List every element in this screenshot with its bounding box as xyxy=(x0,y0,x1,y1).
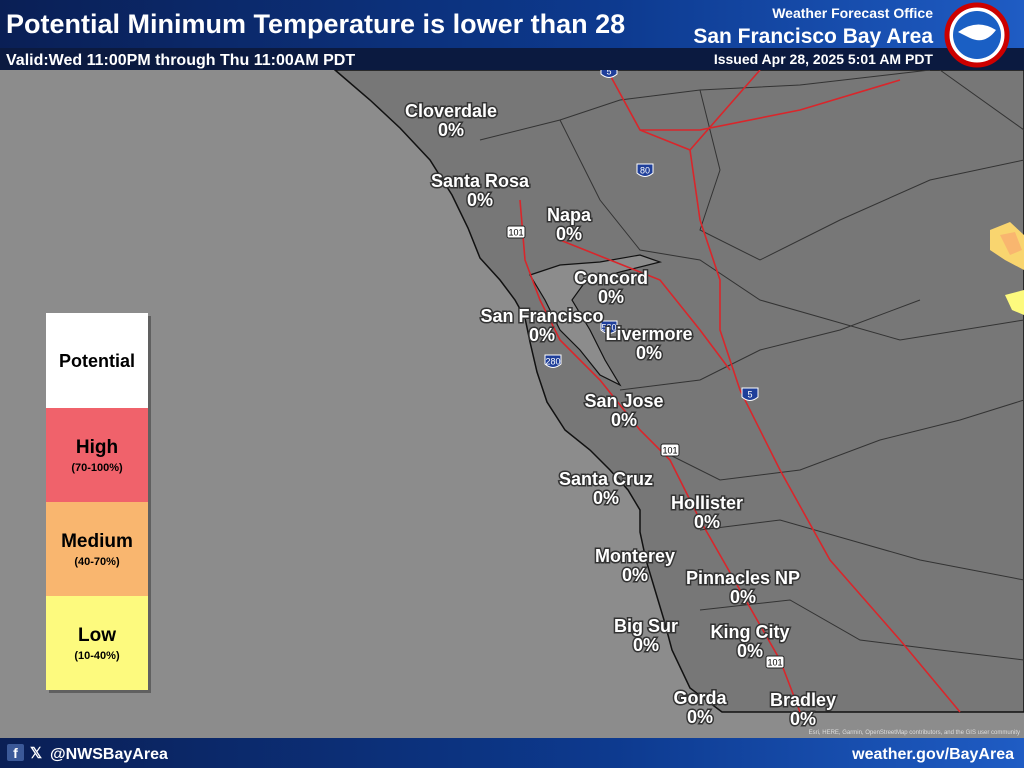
interstate-shield xyxy=(544,354,562,368)
bay xyxy=(529,254,663,387)
title: Potential Minimum Temperature is lower t… xyxy=(6,9,625,39)
highway-number: 101 xyxy=(767,657,782,667)
city-value: 0% xyxy=(556,224,582,244)
legend-range: (40-70%) xyxy=(74,556,120,568)
website[interactable]: weather.gov/BayArea xyxy=(851,746,1014,763)
highway-number: 101 xyxy=(662,445,677,455)
highway-number: 101 xyxy=(508,227,523,237)
city-name: Santa Cruz xyxy=(559,469,653,489)
city-name: Gorda xyxy=(673,688,727,708)
legend-label: Low xyxy=(78,625,116,646)
legend-label: High xyxy=(76,437,118,458)
legend-range: (10-40%) xyxy=(74,650,120,662)
city-name: Livermore xyxy=(605,324,692,344)
city-value: 0% xyxy=(598,287,624,307)
legend: Potential High (70-100%) Medium (40-70%) Low… xyxy=(46,313,151,693)
interstate-shield xyxy=(741,387,759,401)
medium-area xyxy=(1000,232,1022,255)
low-area xyxy=(1005,290,1024,315)
area: San Francisco Bay Area xyxy=(693,25,933,48)
city-value: 0% xyxy=(633,635,659,655)
highway-number: 80 xyxy=(640,165,650,175)
city-name: Big Sur xyxy=(614,616,678,636)
x-icon[interactable]: 𝕏 xyxy=(30,745,42,762)
city-value: 0% xyxy=(636,343,662,363)
header-bar xyxy=(0,0,1024,48)
highway-number: 280 xyxy=(545,356,560,366)
city-name: Concord xyxy=(574,268,648,288)
issued: Issued Apr 28, 2025 5:01 AM PDT xyxy=(714,51,934,67)
city-value: 0% xyxy=(611,410,637,430)
highway-number: 5 xyxy=(747,389,752,399)
city-value: 0% xyxy=(622,565,648,585)
office: Weather Forecast Office xyxy=(772,5,933,21)
city-value: 0% xyxy=(790,709,816,729)
nws-logo xyxy=(944,2,1010,68)
legend-title: Potential xyxy=(59,351,135,371)
us-shield xyxy=(765,655,785,669)
social-handle[interactable]: @NWSBayArea xyxy=(50,746,168,763)
city-name: Santa Rosa xyxy=(431,171,530,191)
city-value: 0% xyxy=(593,488,619,508)
city-name: Monterey xyxy=(595,546,675,566)
footer-bar xyxy=(0,738,1024,768)
attribution: Esri, HERE, Garmin, OpenStreetMap contri… xyxy=(809,730,1020,736)
city-name: Pinnacles NP xyxy=(686,568,800,588)
highway-number: 5 xyxy=(606,66,611,76)
city-value: 0% xyxy=(529,325,555,345)
facebook-f: f xyxy=(13,745,18,761)
city-name: Bradley xyxy=(770,690,836,710)
legend-range: (70-100%) xyxy=(71,462,123,474)
highways xyxy=(519,69,961,713)
city-name: King City xyxy=(711,622,790,642)
city-value: 0% xyxy=(737,641,763,661)
city-value: 0% xyxy=(438,120,464,140)
city-name: San Francisco xyxy=(480,306,603,326)
city-value: 0% xyxy=(694,512,720,532)
interstate-shield xyxy=(600,320,618,334)
city-value: 0% xyxy=(467,190,493,210)
interstate-shield xyxy=(636,163,654,177)
valid-time: Valid:Wed 11:00PM through Thu 11:00AM PD… xyxy=(6,52,355,69)
city-value: 0% xyxy=(730,587,756,607)
us-shield xyxy=(506,225,526,239)
subheader-bar xyxy=(0,48,1024,70)
city-name: Cloverdale xyxy=(405,101,497,121)
city-name: Napa xyxy=(547,205,592,225)
city-name: Hollister xyxy=(671,493,743,513)
highway-number: 580 xyxy=(601,322,616,332)
city-value: 0% xyxy=(687,707,713,727)
facebook-icon[interactable] xyxy=(7,744,24,761)
county-lines xyxy=(479,69,1024,661)
legend-label: Medium xyxy=(61,531,133,552)
us-shield xyxy=(660,443,680,457)
city-name: San Jose xyxy=(584,391,663,411)
